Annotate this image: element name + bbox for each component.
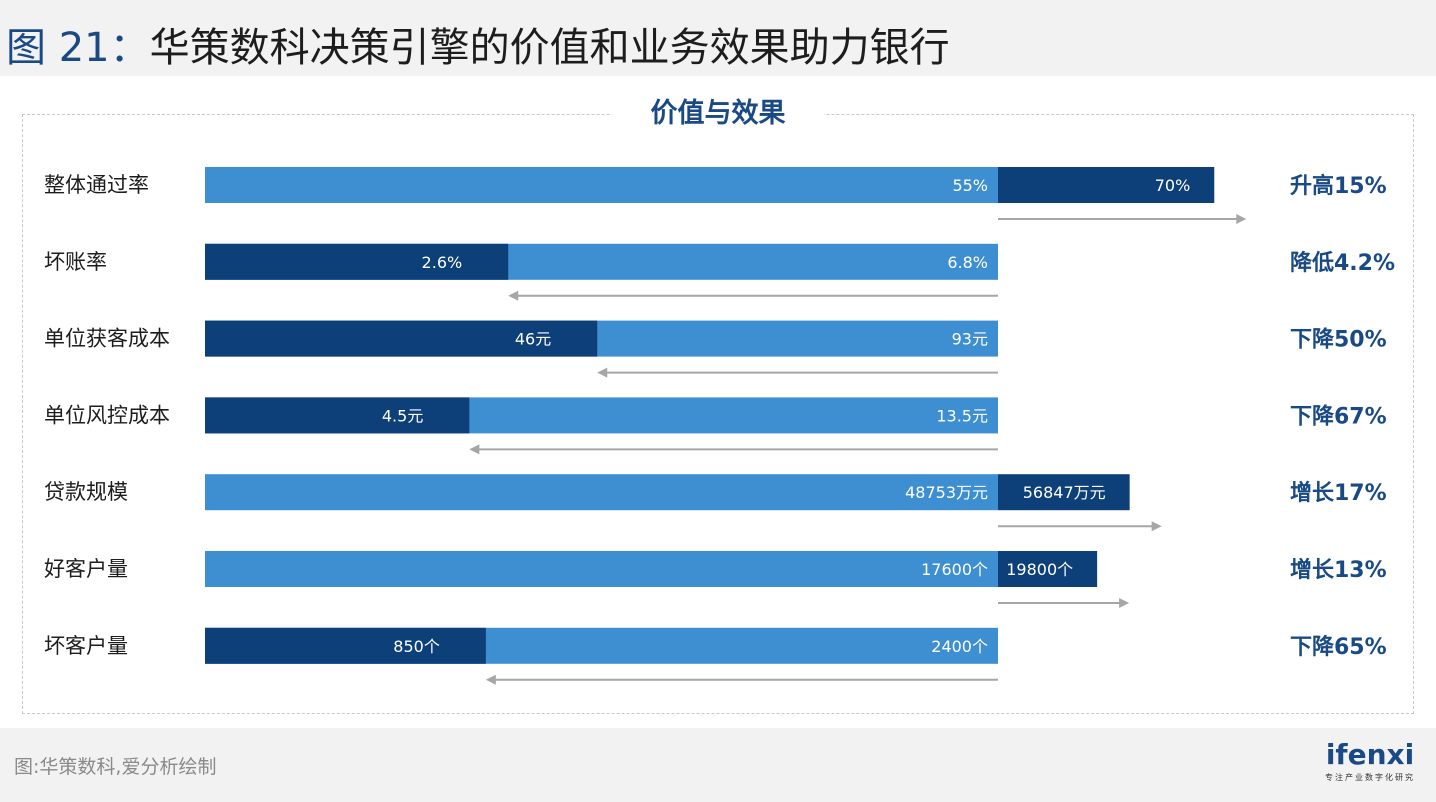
change-arrowhead [1151,521,1162,532]
bar-after-label: 850个 [393,637,440,656]
change-arrowhead [597,367,608,378]
bar-after-label: 4.5元 [382,406,423,425]
logo-word: ifenxi [1325,738,1415,771]
bar-before [205,474,998,511]
bar-before-label: 13.5元 [936,406,988,425]
bar-before-label: 17600个 [921,560,988,579]
ifenxi-logo: ifenxi 专注产业数字化研究 [1318,738,1422,794]
bar-after-label: 56847万元 [1023,483,1106,502]
row-label: 整体通过率 [44,173,149,197]
panel-title: 价值与效果 [650,98,786,129]
bar-after [998,474,1130,511]
bar-before [205,551,998,587]
change-arrowhead [485,674,496,685]
change-label: 下降67% [1290,404,1387,429]
logo-tagline: 专注产业数字化研究 [1325,773,1415,782]
bar-before-label: 48753万元 [905,483,988,502]
change-arrowhead [1119,598,1130,608]
footer [0,728,1436,802]
change-label: 增长13% [1290,557,1387,583]
bar-before-label: 2400个 [931,637,988,656]
bar-before-label: 55% [952,176,988,195]
change-label: 降低4.2% [1290,251,1395,276]
change-label: 下降50% [1290,328,1387,353]
bar-after [998,551,1098,587]
row-label: 贷款规模 [44,480,128,504]
change-arrowhead [508,290,519,301]
figure-separator: ： [109,25,150,71]
bar-after [205,627,486,664]
change-arrowhead [1236,214,1247,224]
figure-title: 图 21：华策数科决策引擎的价值和业务效果助力银行 [6,20,950,76]
panel-title-wrap: 价值与效果 [612,92,824,136]
figure-number: 图 21 [6,25,110,71]
row-label: 单位风控成本 [44,403,170,427]
bar-after [205,397,470,434]
bar-after-label: 70% [1155,176,1191,195]
bar-after [998,167,1215,203]
row-label: 好客户量 [44,557,128,581]
source-note: 图:华策数科,爱分析绘制 [14,756,217,778]
change-label: 增长17% [1290,480,1387,506]
bar-before [205,167,998,203]
figure-title-text: 华策数科决策引擎的价值和业务效果助力银行 [149,25,950,71]
change-label: 升高15% [1290,173,1387,199]
bar-after-label: 46元 [515,330,551,349]
change-label: 下降65% [1290,635,1387,660]
bar-after [205,320,598,357]
row-label: 单位获客成本 [44,327,170,351]
row-label: 坏客户量 [44,634,128,658]
bar-before-label: 6.8% [947,253,988,272]
bar-after-label: 19800个 [1006,560,1073,579]
bar-after-label: 2.6% [422,253,463,272]
row-label: 坏账率 [44,250,107,274]
change-arrowhead [469,444,480,455]
bar-after [205,243,509,280]
bar-before-label: 93元 [952,330,988,349]
